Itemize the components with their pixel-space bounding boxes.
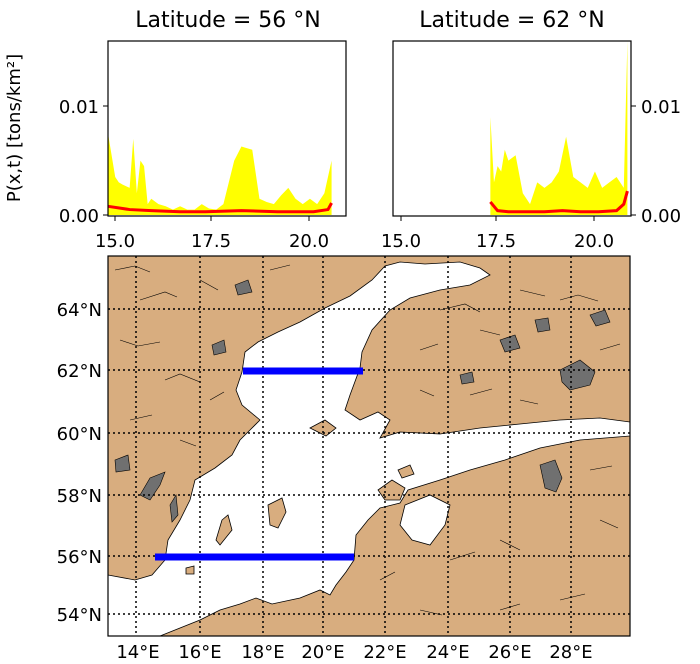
baltic-map: 64°N 62°N 60°N 58°N 56°N 54°N 14°E 16°E …: [57, 255, 631, 663]
xtick-label-20.0: 20.0: [574, 231, 614, 252]
lat-label-62: 62°N: [57, 361, 102, 382]
ytick-label-0.00: 0.00: [59, 206, 99, 227]
lat-label-58: 58°N: [57, 486, 102, 507]
plot-frame-lat56: [107, 40, 347, 217]
lake-sweden-3: [114, 454, 131, 473]
plot-lat56: Latitude = 56 °N 0.01 0.00 15.0 17.5 20.…: [59, 8, 347, 252]
lake-vanern: [139, 471, 166, 501]
island-gotland: [267, 497, 287, 529]
baltic-sea: [108, 261, 630, 636]
lake-sweden-2: [211, 339, 227, 356]
lon-label-26: 26°E: [488, 642, 531, 663]
lon-label-22: 22°E: [363, 642, 406, 663]
gulf-of-riga: [399, 494, 451, 546]
plot-title-lat62: Latitude = 62 °N: [419, 8, 604, 33]
xtick-label-15.0: 15.0: [381, 231, 421, 252]
lon-label-20: 20°E: [301, 642, 344, 663]
ytick-label-0.01: 0.01: [59, 97, 99, 118]
line-series-red: [107, 202, 333, 214]
plot-frame-lat62: [392, 40, 632, 217]
lake-finland-3: [459, 371, 475, 385]
lon-label-14: 14°E: [116, 642, 159, 663]
lat-label-56: 56°N: [57, 547, 102, 568]
lon-label-28: 28°E: [549, 642, 592, 663]
area-series-yellow: [490, 41, 628, 215]
plot-area-lat56: [107, 133, 333, 215]
ytick-label-0.01: 0.01: [641, 97, 681, 118]
lake-vattern: [169, 494, 179, 523]
lake-sweden-1: [234, 279, 253, 296]
lon-label-24: 24°E: [426, 642, 469, 663]
map-frame: [107, 255, 631, 637]
island-hiiumaa: [397, 464, 415, 479]
lat-label-64: 64°N: [57, 300, 102, 321]
lake-finland-4: [589, 309, 611, 327]
island-bornholm: [185, 565, 195, 575]
xtick-label-17.5: 17.5: [191, 231, 231, 252]
plot-title-lat56: Latitude = 56 °N: [135, 8, 320, 33]
lat-label-54: 54°N: [57, 605, 102, 626]
lon-label-16: 16°E: [178, 642, 221, 663]
lake-peipus: [539, 459, 563, 493]
ytick-label-0.00: 0.00: [641, 206, 681, 227]
line-series-red: [489, 190, 629, 214]
plot-area-lat62: [489, 41, 629, 215]
plot-lat62: Latitude = 62 °N 0.01 0.00 15.0 17.5 20.…: [381, 8, 681, 252]
lake-saimaa: [559, 359, 596, 391]
xtick-label-17.5: 17.5: [476, 231, 516, 252]
xtick-label-15.0: 15.0: [95, 231, 135, 252]
area-series-yellow: [108, 133, 332, 215]
y-axis-label: P(x,t) [tons/km²]: [4, 54, 25, 202]
xtick-label-20.0: 20.0: [289, 231, 329, 252]
lake-finland-2: [534, 317, 551, 333]
lon-label-18: 18°E: [241, 642, 284, 663]
map-graticule: [108, 256, 630, 636]
lat-label-60: 60°N: [57, 424, 102, 445]
island-oland: [215, 514, 233, 546]
